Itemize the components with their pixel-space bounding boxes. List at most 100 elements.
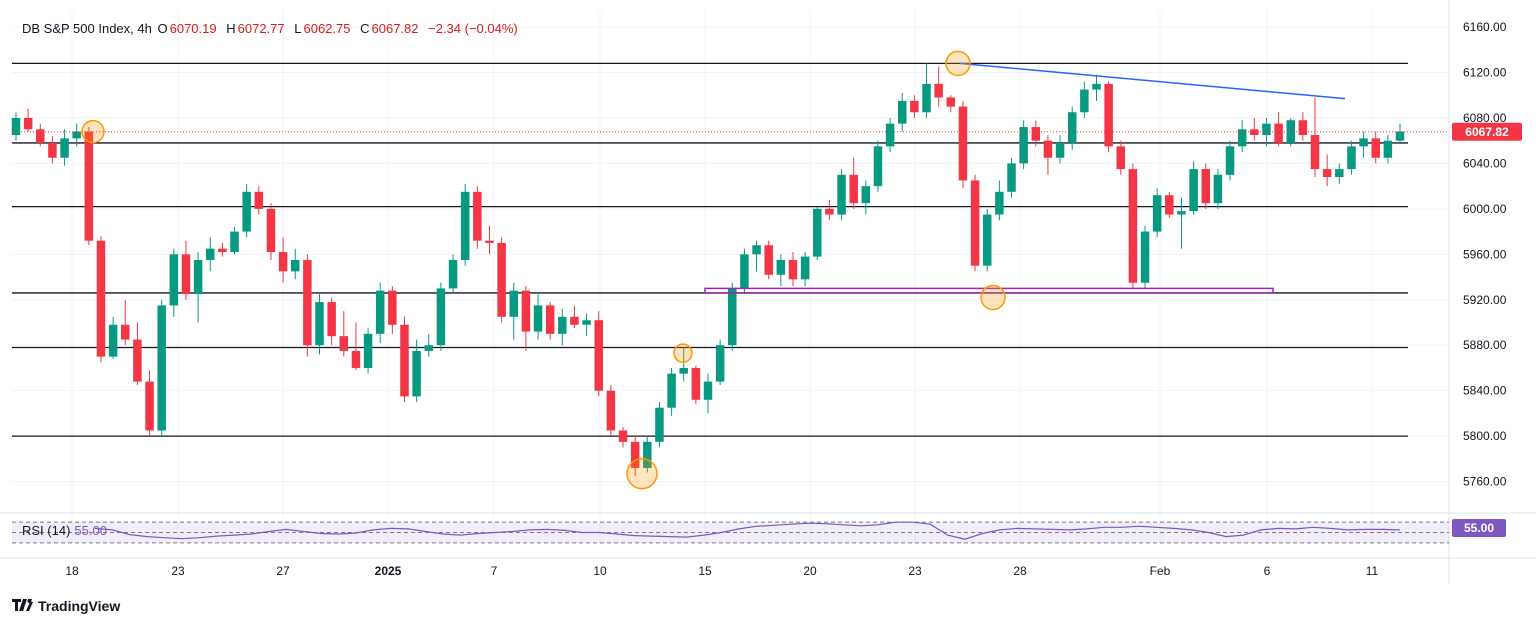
time-tick-label: 10	[593, 564, 607, 578]
candle-body-down	[485, 240, 494, 243]
candle-body-down	[570, 316, 579, 325]
candle-body-up	[1189, 169, 1198, 212]
candle-body-up	[509, 290, 519, 317]
price-tick-label: 5920.00	[1463, 293, 1507, 307]
price-tick-label: 6120.00	[1463, 66, 1507, 80]
candle-body-down	[351, 350, 361, 368]
candle-body-up	[643, 441, 652, 468]
high-value: 6072.77	[237, 21, 285, 36]
price-tick-label: 5880.00	[1463, 338, 1507, 352]
candle-body-up	[230, 231, 239, 253]
candle-body-up	[1237, 129, 1247, 147]
time-tick-label: 20	[803, 564, 817, 578]
candle-body-down	[254, 191, 264, 209]
candle-body-up	[1383, 140, 1393, 158]
candle-body-up	[582, 320, 591, 325]
rsi-value-tag	[1452, 519, 1506, 537]
high-label: H	[226, 21, 236, 36]
candle-body-up	[752, 245, 761, 255]
candle-body-up	[740, 254, 749, 289]
candle-body-up	[1019, 127, 1028, 164]
candle-body-down	[1298, 120, 1308, 135]
candle-body-up	[897, 100, 907, 124]
support-zone-box	[704, 287, 1274, 294]
chart-header: DB S&P 500 Index, 4h O 6070.19 H 6072.77 L…	[22, 21, 524, 36]
candle-body-down	[849, 174, 858, 204]
candle-body-down	[497, 242, 506, 317]
low-value: 6062.75	[303, 21, 351, 36]
candle-body-up	[1152, 195, 1162, 232]
time-tick-label: 23	[908, 564, 922, 578]
candle-body-down	[1165, 195, 1174, 215]
time-tick-label: 28	[1013, 564, 1027, 578]
close-value: 6067.82	[371, 21, 419, 36]
candle-body-down	[1322, 169, 1332, 178]
candle-body-down	[1128, 169, 1138, 283]
price-tick-label: 6080.00	[1463, 111, 1507, 125]
time-tick-label: 15	[698, 564, 712, 578]
candle-body-up	[157, 305, 166, 431]
candle-body-down	[946, 97, 956, 107]
rsi-label: RSI (14)	[22, 523, 71, 538]
candle-body-down	[133, 339, 142, 382]
candle-body-up	[885, 123, 895, 147]
candle-body-up	[995, 191, 1004, 215]
price-tick-label: 6040.00	[1463, 156, 1507, 170]
last-price-tag	[1452, 122, 1522, 141]
candle-body-up	[1007, 163, 1016, 192]
candle-body-up	[800, 256, 810, 280]
candle-body-down	[594, 320, 603, 391]
candle-body-up	[11, 117, 21, 135]
candle-body-up	[1347, 146, 1356, 170]
candle-body-down	[691, 367, 701, 400]
last-price-tag-label: 6067.82	[1465, 125, 1509, 139]
close-label: C	[360, 21, 370, 36]
candle-body-down	[1274, 123, 1283, 143]
candle-body-up	[1177, 211, 1186, 215]
highlight-circle	[673, 343, 693, 363]
candle-body-up	[375, 290, 385, 334]
candle-body-down	[630, 441, 640, 468]
price-tick-label: 6160.00	[1463, 20, 1507, 34]
candle-body-down	[48, 142, 57, 158]
tradingview-logo-icon	[12, 597, 34, 614]
time-tick-label: 18	[65, 564, 79, 578]
candle-body-down	[145, 381, 154, 431]
change-value: −2.34 (−0.04%)	[428, 21, 518, 36]
candle-body-up	[290, 260, 300, 272]
candle-body-up	[982, 214, 992, 266]
candle-body-up	[667, 373, 676, 408]
candle-body-down	[606, 390, 616, 431]
candle-body-up	[715, 345, 725, 382]
candle-body-up	[363, 333, 373, 368]
time-tick-label: 27	[276, 564, 290, 578]
candle-body-up	[1262, 123, 1271, 135]
candle-body-up	[193, 260, 203, 295]
candle-body-down	[121, 324, 130, 340]
candle-body-up	[873, 146, 883, 187]
candle-body-up	[108, 324, 118, 357]
candle-body-down	[278, 252, 288, 272]
candle-body-down	[388, 290, 397, 325]
brand[interactable]: TradingView	[12, 597, 120, 614]
time-tick-label: 7	[491, 564, 498, 578]
rsi-value-tag-label: 55.00	[1464, 521, 1494, 535]
candle-body-down	[1201, 169, 1211, 204]
candle-body-up	[776, 260, 786, 275]
time-tick-label: 6	[1264, 564, 1271, 578]
candle-body-down	[545, 305, 555, 334]
candle-body-up	[655, 407, 664, 442]
candle-body-down	[1116, 146, 1126, 170]
resistance-trendline	[959, 62, 1346, 100]
candle-body-down	[400, 324, 409, 397]
price-tick-label: 5800.00	[1463, 429, 1507, 443]
candle-body-up	[436, 288, 446, 346]
candle-body-down	[23, 117, 33, 130]
highlight-circle	[626, 457, 658, 490]
candles-layer	[11, 63, 1405, 476]
candle-body-up	[1225, 146, 1235, 175]
open-value: 6070.19	[169, 21, 217, 36]
candle-body-up	[1055, 142, 1065, 158]
candle-body-down	[910, 100, 919, 113]
